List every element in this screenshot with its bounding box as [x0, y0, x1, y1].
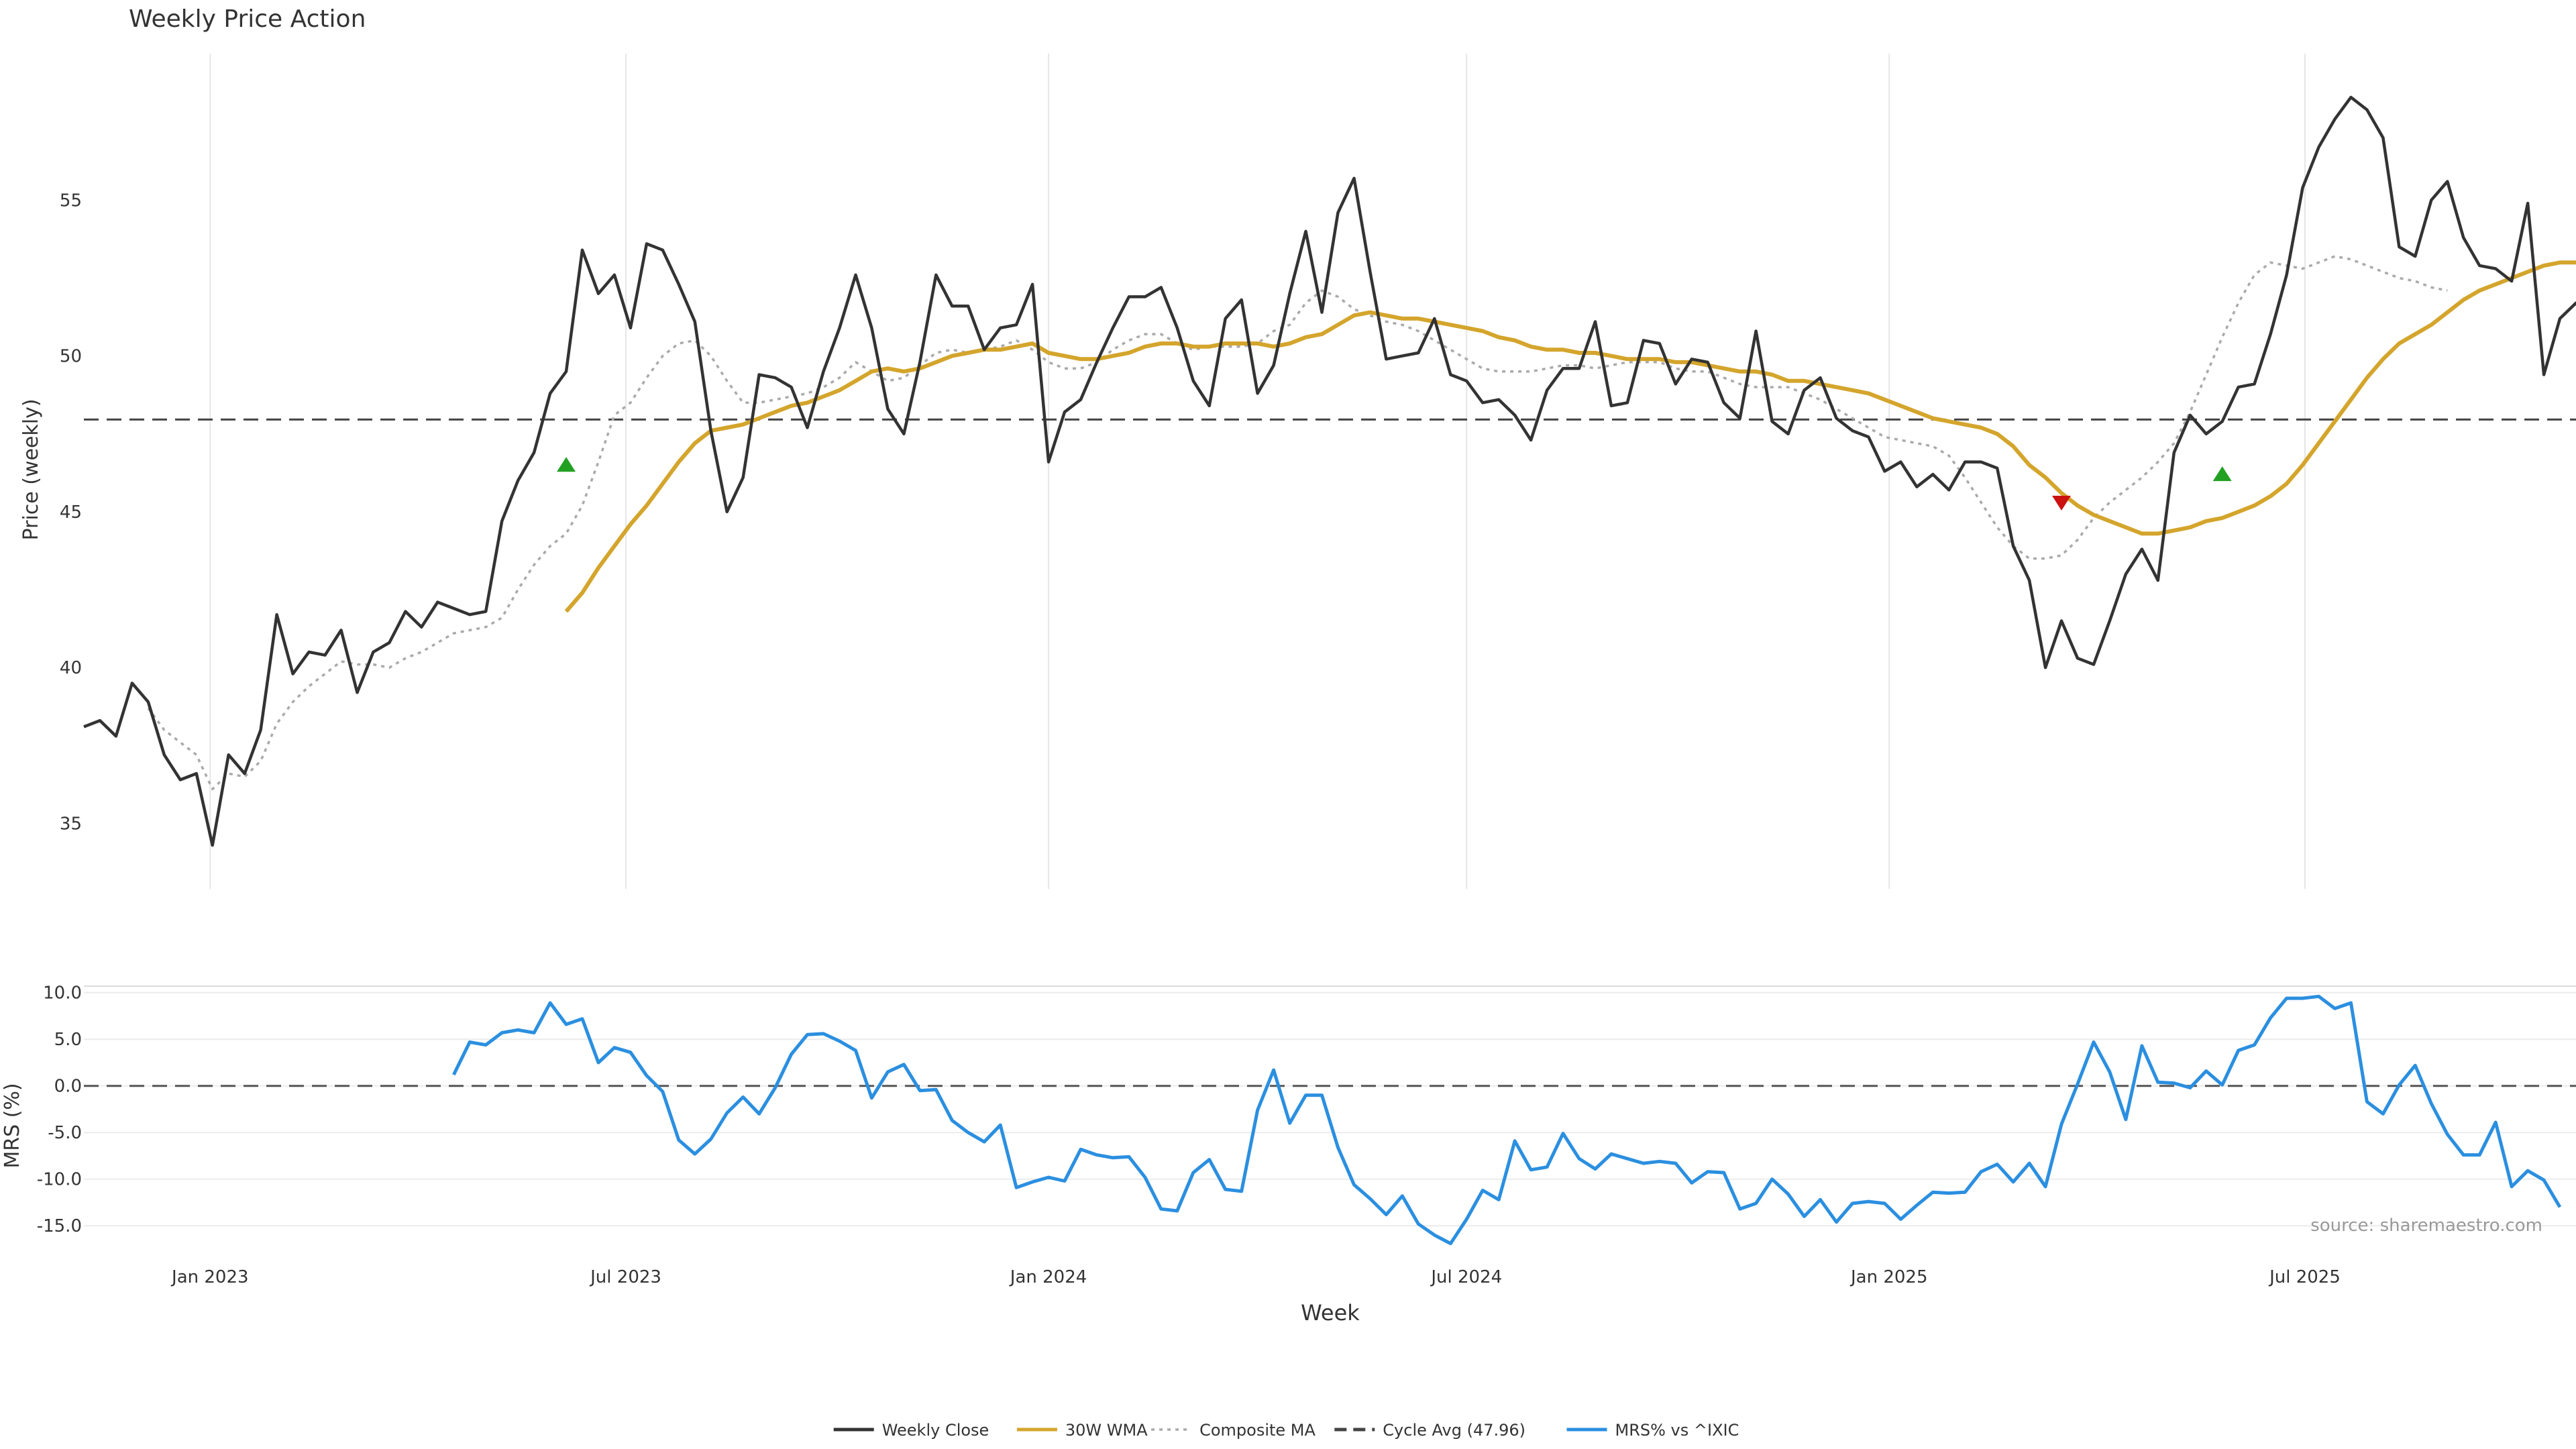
price-y-label: Price (weekly) [19, 398, 43, 540]
legend-label: Cycle Avg (47.96) [1383, 1421, 1525, 1440]
price-y-tick: 45 [60, 502, 82, 523]
legend: Weekly Close 30W WMA Composite MA Cycle Avg… [833, 1421, 1739, 1440]
x-tick-label: Jul 2025 [2268, 1267, 2341, 1287]
legend-label: Composite MA [1199, 1421, 1316, 1440]
source-annotation: source: sharemaestro.com [2310, 1216, 2542, 1236]
mrs-y-tick: 5.0 [54, 1030, 82, 1050]
price-panel: 35 40 45 50 55 [60, 54, 2576, 889]
composite-ma-line [147, 255, 2448, 791]
x-tick-label: Jul 2023 [589, 1267, 661, 1287]
x-tick-label: Jul 2024 [1430, 1267, 1502, 1287]
mrs-y-label: MRS (%) [1, 1083, 24, 1168]
price-y-tick: 55 [60, 191, 82, 211]
legend-label: 30W WMA [1065, 1421, 1148, 1440]
legend-label: Weekly Close [882, 1421, 989, 1440]
price-y-tick: 35 [60, 814, 82, 834]
x-tick-label: Jan 2024 [1009, 1267, 1087, 1287]
x-axis-label: Week [1301, 1300, 1360, 1326]
buy-signal-marker [557, 457, 576, 472]
legend-label: MRS% vs ^IXIC [1615, 1421, 1739, 1440]
mrs-panel: 10.0 5.0 0.0 -5.0 -10.0 -15.0 Jan 2023 Jul 2023… [37, 983, 2576, 1287]
mrs-y-tick: 0.0 [54, 1077, 82, 1097]
mrs-y-tick: -15.0 [37, 1216, 82, 1236]
buy-signal-marker [2212, 466, 2232, 482]
x-tick-label: Jan 2023 [170, 1267, 249, 1287]
mrs-y-tick: -5.0 [48, 1123, 82, 1143]
mrs-y-tick: 10.0 [43, 983, 82, 1004]
price-y-tick: 50 [60, 347, 82, 367]
wma-30w-line [564, 260, 2576, 613]
sell-signal-marker [2052, 495, 2072, 511]
weekly-close-line [83, 95, 2576, 847]
price-y-tick: 40 [60, 658, 82, 678]
mrs-line [452, 994, 2562, 1246]
chart-title: Weekly Price Action [129, 5, 366, 33]
mrs-y-tick: -10.0 [37, 1170, 82, 1190]
x-tick-label: Jan 2025 [1849, 1267, 1928, 1287]
